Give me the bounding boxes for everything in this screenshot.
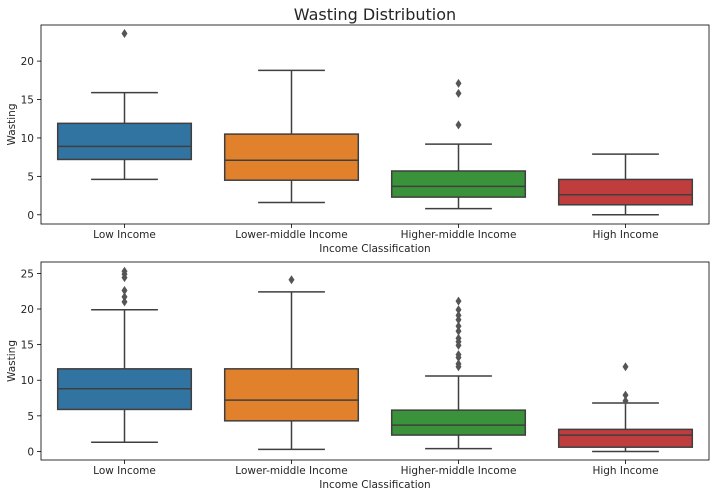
outlier-point (455, 296, 462, 306)
outlier-point (455, 321, 462, 331)
outlier-point (455, 333, 462, 343)
y-axis-label: Wasting (6, 340, 18, 382)
box-iqr (56, 122, 193, 161)
outlier-point (455, 78, 462, 88)
outlier-point (455, 326, 462, 336)
y-tick-label: 0 (27, 446, 34, 458)
outlier-point (455, 88, 462, 98)
outlier-point (121, 297, 128, 307)
y-tick-label: 15 (21, 95, 34, 107)
outlier-point (622, 362, 629, 372)
box-iqr (223, 368, 360, 422)
outlier-point (622, 390, 629, 400)
x-tick-label: Higher-middle Income (401, 229, 517, 241)
y-tick-label: 5 (27, 411, 34, 423)
x-axis-label: Income Classification (319, 243, 430, 255)
y-tick-label: 0 (27, 210, 34, 222)
x-tick-label: High Income (592, 229, 658, 241)
x-tick-label: High Income (592, 465, 658, 477)
boxplot-panel-top: 0 5 10 15 20 Wasting Income Classification Low … (6, 24, 710, 255)
y-axis-label: Wasting (6, 104, 18, 146)
outlier-point (121, 285, 128, 295)
axes-frame (40, 261, 710, 461)
outlier-point (455, 305, 462, 315)
box-iqr (390, 170, 527, 198)
box-iqr (390, 409, 527, 436)
chart-title: Wasting Distribution (294, 5, 456, 24)
y-tick-label: 10 (21, 375, 34, 387)
x-tick-label: Higher-middle Income (401, 465, 517, 477)
axes-frame (40, 24, 710, 225)
box-iqr (223, 133, 360, 181)
box-iqr (557, 178, 694, 206)
outlier-point (121, 28, 128, 38)
outlier-point (455, 120, 462, 130)
outlier-point (121, 292, 128, 302)
outlier-point (455, 310, 462, 320)
x-tick-label: Low Income (93, 465, 156, 477)
y-tick-label: 20 (21, 304, 34, 316)
y-tick-label: 15 (21, 340, 34, 352)
outlier-point (622, 396, 629, 406)
outlier-point (455, 359, 462, 369)
boxplot-panel-bottom: 0 5 10 15 20 25 Wasting Income Classification Lo… (6, 261, 710, 491)
x-axis-label: Income Classification (319, 479, 430, 491)
outlier-point (455, 350, 462, 360)
x-tick-label: Lower-middle Income (235, 465, 347, 477)
x-tick-label: Low Income (93, 229, 156, 241)
y-tick-label: 25 (21, 268, 34, 280)
outlier-point (121, 266, 128, 276)
x-tick-label: Lower-middle Income (235, 229, 347, 241)
y-tick-label: 20 (21, 56, 34, 68)
y-tick-label: 10 (21, 133, 34, 145)
y-tick-label: 5 (27, 171, 34, 183)
box-iqr (557, 428, 694, 448)
outlier-point (288, 275, 295, 285)
